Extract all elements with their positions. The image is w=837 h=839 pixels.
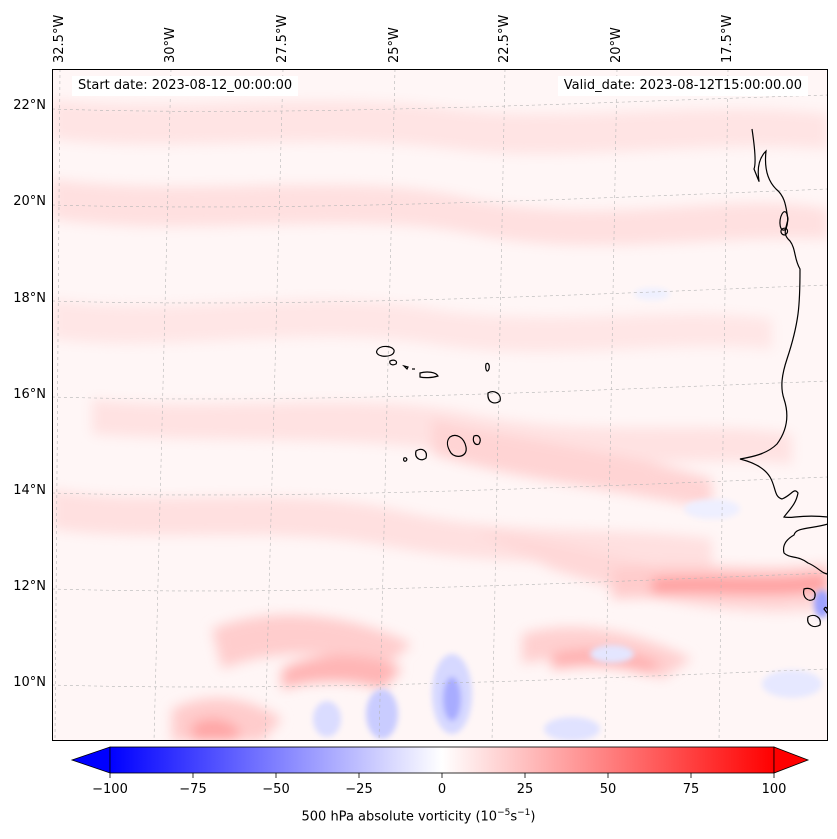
colorbar-label-close: ) bbox=[530, 809, 536, 825]
cape-verde-islands bbox=[376, 345, 501, 462]
lon-label-25w: 25°W bbox=[387, 27, 402, 63]
valid-date-label: Valid_date: 2023-08-12T15:00:00.00 bbox=[557, 76, 808, 96]
lat-label-10n: 10°N bbox=[13, 675, 46, 690]
lon-label-20w: 20°W bbox=[609, 27, 624, 63]
colorbar-tick-label: −50 bbox=[262, 782, 290, 797]
colorbar-tick-label: 0 bbox=[437, 782, 447, 797]
colorbar-max-extend bbox=[773, 746, 810, 774]
colorbar-tick-label: −25 bbox=[345, 782, 373, 797]
colorbar-tick-label: 25 bbox=[516, 782, 534, 797]
start-date-label: Start date: 2023-08-12_00:00:00 bbox=[72, 76, 299, 96]
lon-label-27-5w: 27.5°W bbox=[275, 14, 290, 63]
map-frame bbox=[52, 69, 828, 741]
vorticity-map bbox=[52, 69, 828, 741]
lat-label-18n: 18°N bbox=[13, 291, 46, 306]
colorbar-ticks bbox=[109, 773, 775, 778]
lat-label-22n: 22°N bbox=[13, 98, 46, 113]
lat-label-12n: 12°N bbox=[13, 579, 46, 594]
colorbar-label-exp1: −5 bbox=[497, 808, 511, 818]
lat-label-14n: 14°N bbox=[13, 483, 46, 498]
colorbar bbox=[70, 746, 810, 778]
colorbar-label-exp2: −1 bbox=[517, 808, 531, 818]
negative-vorticity-patches bbox=[313, 288, 828, 741]
lon-label-22-5w: 22.5°W bbox=[497, 14, 512, 63]
colorbar-min-extend bbox=[70, 746, 111, 774]
colorbar-label: 500 hPa absolute vorticity (10−5s−1) bbox=[0, 808, 837, 824]
vorticity-field bbox=[52, 99, 828, 741]
colorbar-label-mid: s bbox=[510, 809, 518, 825]
colorbar-gradient bbox=[109, 746, 775, 774]
lon-label-32-5w: 32.5°W bbox=[52, 14, 67, 63]
colorbar-label-text: 500 hPa absolute vorticity (10 bbox=[301, 809, 498, 825]
colorbar-tick-label: −75 bbox=[179, 782, 207, 797]
lon-label-17-5w: 17.5°W bbox=[720, 14, 735, 63]
colorbar-tick-label: 50 bbox=[599, 782, 617, 797]
colorbar-tick-label: −100 bbox=[92, 782, 128, 797]
colorbar-tick-label: 100 bbox=[761, 782, 787, 797]
lon-label-30w: 30°W bbox=[163, 27, 178, 63]
lat-label-20n: 20°N bbox=[13, 194, 46, 209]
colorbar-tick-label: 75 bbox=[682, 782, 700, 797]
graticule bbox=[52, 69, 828, 741]
lat-label-16n: 16°N bbox=[13, 387, 46, 402]
